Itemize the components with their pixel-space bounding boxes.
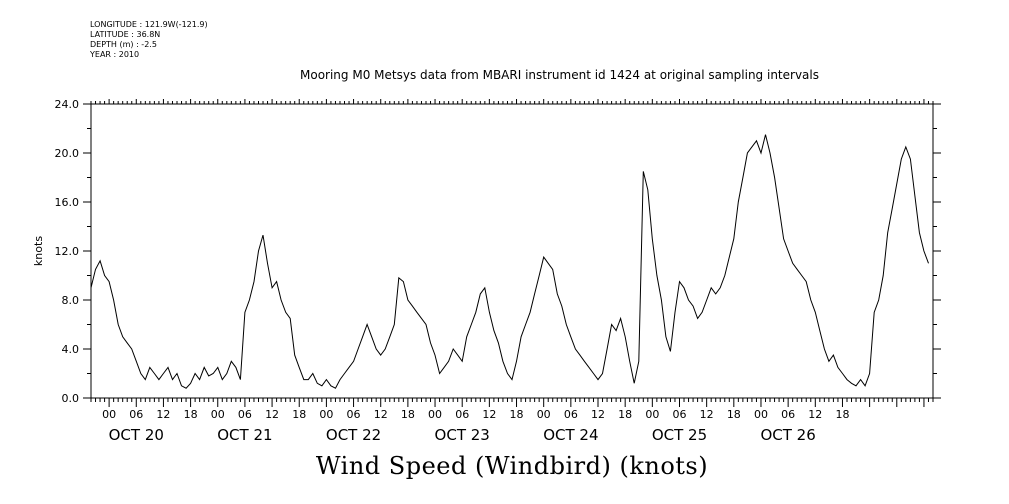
x-day-label: OCT 23 (435, 426, 490, 444)
x-hour-label: 00 (102, 408, 116, 421)
meta-longitude: LONGITUDE : 121.9W(-121.9) (90, 20, 208, 29)
plot-frame (90, 103, 934, 399)
x-hour-label: 18 (292, 408, 306, 421)
x-hour-label: 00 (428, 408, 442, 421)
x-hour-label: 18 (184, 408, 198, 421)
x-hour-label: 12 (265, 408, 279, 421)
meta-depth: DEPTH (m) : -2.5 (90, 40, 157, 49)
x-hour-label: 00 (211, 408, 225, 421)
x-hour-label: 06 (238, 408, 252, 421)
y-tick-label: 8.0 (62, 294, 80, 307)
x-hour-label: 18 (401, 408, 415, 421)
x-hour-label: 00 (537, 408, 551, 421)
x-day-label: OCT 20 (109, 426, 164, 444)
x-hour-label: 18 (835, 408, 849, 421)
x-hour-label: 06 (347, 408, 361, 421)
x-hour-label: 12 (374, 408, 388, 421)
x-hour-label: 00 (754, 408, 768, 421)
x-day-label: OCT 25 (652, 426, 707, 444)
wind-speed-line (90, 134, 929, 389)
x-hour-label: 06 (781, 408, 795, 421)
x-hour-label: 18 (618, 408, 632, 421)
x-hour-label: 06 (455, 408, 469, 421)
meta-year: YEAR : 2010 (90, 50, 140, 59)
x-hour-label: 00 (319, 408, 333, 421)
chart-subtitle: Mooring M0 Metsys data from MBARI instru… (300, 68, 819, 82)
chart-title: Wind Speed (Windbird) (knots) (315, 452, 709, 480)
y-tick-label: 4.0 (62, 343, 80, 356)
x-hour-label: 00 (645, 408, 659, 421)
y-axis-label: knots (32, 236, 45, 266)
x-day-label: OCT 26 (760, 426, 815, 444)
x-hour-label: 06 (129, 408, 143, 421)
metadata-block: LONGITUDE : 121.9W(-121.9) LATITUDE : 36… (90, 20, 208, 60)
x-hour-label: 18 (510, 408, 524, 421)
x-day-label: OCT 21 (217, 426, 272, 444)
x-hour-label: 12 (808, 408, 822, 421)
x-hour-label: 12 (482, 408, 496, 421)
y-tick-label: 0.0 (62, 392, 80, 405)
y-tick-label: 20.0 (55, 147, 80, 160)
x-hour-label: 06 (672, 408, 686, 421)
y-tick-label: 24.0 (55, 98, 80, 111)
x-hour-label: 06 (564, 408, 578, 421)
x-day-label: OCT 22 (326, 426, 381, 444)
y-tick-label: 12.0 (55, 245, 80, 258)
x-hour-label: 12 (156, 408, 170, 421)
x-day-label: OCT 24 (543, 426, 598, 444)
x-hour-label: 12 (591, 408, 605, 421)
y-tick-label: 16.0 (55, 196, 80, 209)
x-hour-label: 12 (700, 408, 714, 421)
meta-latitude: LATITUDE : 36.8N (90, 30, 161, 39)
x-hour-label: 18 (727, 408, 741, 421)
